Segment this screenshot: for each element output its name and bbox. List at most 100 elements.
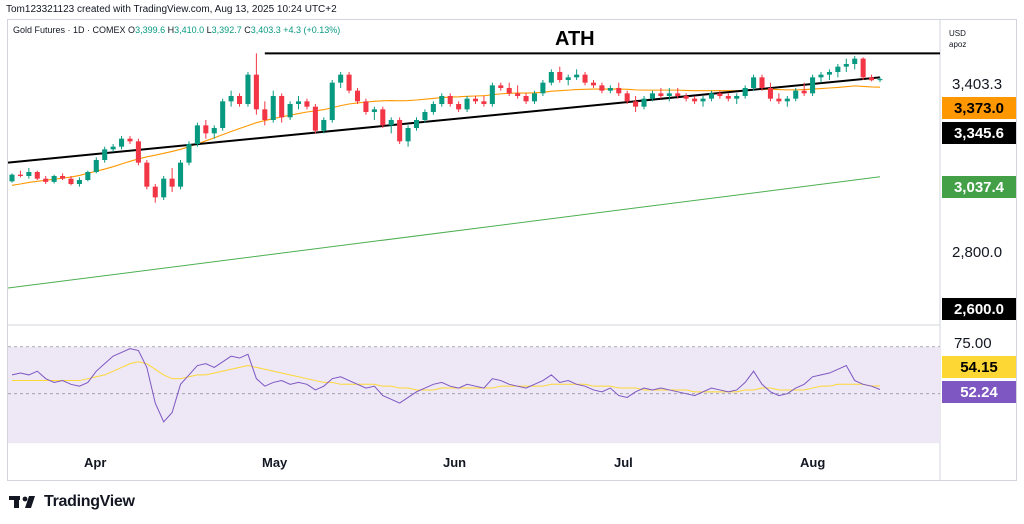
- sma200-line: [7, 176, 881, 289]
- candle: [397, 120, 403, 142]
- candle: [734, 96, 740, 99]
- candle: [430, 104, 436, 112]
- candle: [371, 109, 377, 112]
- candle: [869, 77, 875, 81]
- candle: [759, 77, 765, 88]
- candle: [68, 178, 74, 184]
- candle: [767, 88, 773, 99]
- open-value: 3,399.6: [135, 25, 166, 35]
- last-price-label: 3,403.3: [952, 76, 1003, 93]
- candle: [574, 74, 580, 78]
- tradingview-logo[interactable]: TradingView: [9, 493, 135, 511]
- candle: [439, 96, 445, 104]
- candle: [498, 85, 504, 88]
- candle: [515, 93, 521, 96]
- candle: [489, 85, 495, 104]
- unit-sub-label: apoz: [949, 40, 967, 49]
- candle: [203, 125, 209, 134]
- candle: [860, 58, 866, 78]
- month-may: May: [262, 455, 288, 470]
- candle: [363, 101, 369, 112]
- axis-unit: USD apoz: [949, 28, 966, 50]
- candle: [220, 101, 226, 128]
- candle: [751, 77, 757, 88]
- candle: [321, 120, 327, 131]
- candle: [717, 93, 723, 96]
- candle: [624, 93, 630, 102]
- candle: [237, 96, 243, 104]
- sma200-price-tag: 3,037.4: [942, 176, 1016, 198]
- candle: [245, 74, 251, 104]
- candle: [506, 88, 512, 94]
- candle: [388, 120, 394, 126]
- candle: [590, 82, 597, 86]
- tick-2800: 2,800.0: [952, 244, 1003, 261]
- candle: [135, 141, 141, 163]
- candle: [826, 72, 832, 75]
- candle: [51, 176, 57, 182]
- candle: [76, 180, 82, 184]
- candle: [279, 96, 285, 118]
- candle: [666, 93, 672, 96]
- candle: [843, 64, 849, 67]
- candle: [565, 77, 571, 80]
- candle: [178, 162, 184, 187]
- candle: [34, 172, 40, 179]
- candle: [700, 98, 706, 102]
- candle: [540, 82, 546, 94]
- candle: [456, 104, 462, 110]
- candle: [742, 88, 748, 96]
- candle: [161, 178, 167, 198]
- close-value: 3,403.3: [250, 25, 281, 35]
- candle: [262, 109, 268, 120]
- candle: [287, 104, 293, 118]
- candle: [776, 98, 782, 102]
- tick-2600-tag: 2,600.0: [942, 298, 1016, 320]
- rsi-line: [11, 348, 881, 423]
- candle: [60, 176, 66, 179]
- candle: [110, 146, 116, 150]
- candle: [793, 90, 799, 99]
- candle: [523, 96, 529, 102]
- candle: [9, 174, 15, 182]
- change-value: +4.3 (+0.13%): [283, 25, 341, 35]
- candle: [93, 160, 99, 172]
- candle: [633, 101, 639, 107]
- candle: [447, 96, 453, 104]
- candle: [329, 82, 335, 120]
- month-aug: Aug: [800, 455, 826, 470]
- candle: [295, 101, 302, 104]
- candle: [211, 128, 217, 134]
- candle: [641, 98, 647, 107]
- candle: [616, 88, 622, 94]
- candle: [531, 93, 538, 102]
- candle: [649, 93, 655, 99]
- candle: [481, 101, 487, 104]
- candle: [835, 66, 841, 72]
- candle: [607, 88, 613, 91]
- candle: [818, 74, 824, 78]
- candle: [810, 77, 816, 94]
- candle: [17, 174, 23, 176]
- candle: [253, 74, 259, 110]
- candle: [658, 93, 664, 96]
- candle: [464, 98, 470, 110]
- candle: [801, 90, 807, 94]
- candle: [354, 90, 361, 102]
- candle: [312, 106, 318, 131]
- rsi-band: [8, 346, 940, 444]
- candle: [304, 101, 310, 107]
- rsi-ma-line: [12, 361, 881, 393]
- candle: [119, 138, 125, 147]
- candle: [85, 172, 91, 180]
- ema-line: [11, 85, 881, 186]
- candle: [557, 72, 563, 80]
- candle: [582, 74, 588, 83]
- candle: [472, 98, 479, 102]
- candle: [152, 186, 158, 198]
- rsi-ma-tag: 54.15: [942, 356, 1016, 378]
- rsi-value-tag: 52.24: [942, 381, 1016, 403]
- trend-line: [7, 76, 881, 164]
- high-value: 3,410.0: [174, 25, 205, 35]
